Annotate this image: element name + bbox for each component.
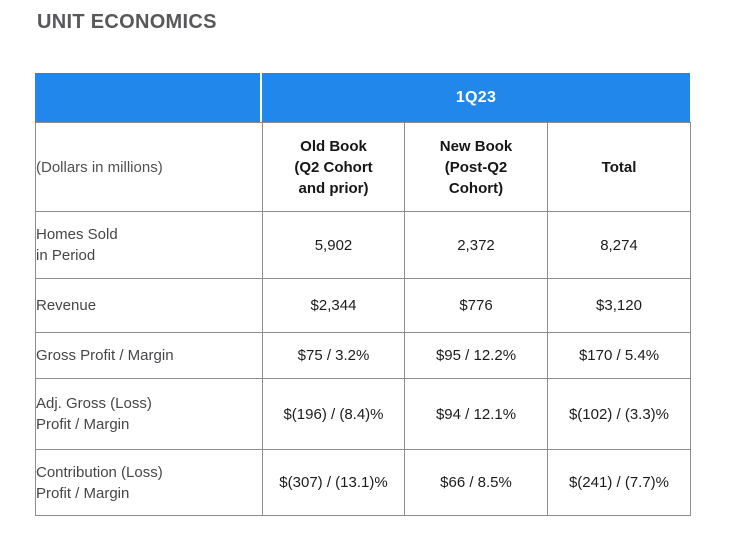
value-cell: $(241) / (7.7)% [547, 449, 691, 516]
spanner-empty-cell [35, 73, 260, 122]
data-grid: (Dollars in millions) Old Book (Q2 Cohor… [35, 122, 691, 516]
period-header-cell: 1Q23 [262, 73, 690, 122]
table-row: Homes Sold in Period 5,902 2,372 8,274 [35, 211, 691, 279]
table-row: Gross Profit / Margin $75 / 3.2% $95 / 1… [35, 332, 691, 379]
row-label: Gross Profit / Margin [35, 332, 263, 379]
unit-economics-table: 1Q23 (Dollars in millions) Old Book (Q2 … [35, 73, 691, 516]
value-cell: $2,344 [262, 278, 405, 333]
column-header-total: Total [547, 122, 691, 212]
value-cell: 5,902 [262, 211, 405, 279]
value-cell: 8,274 [547, 211, 691, 279]
table-row: Contribution (Loss) Profit / Margin $(30… [35, 449, 691, 516]
value-cell: 2,372 [404, 211, 548, 279]
value-cell: $(102) / (3.3)% [547, 378, 691, 450]
table-row: Adj. Gross (Loss) Profit / Margin $(196)… [35, 378, 691, 450]
period-spanner-row: 1Q23 [35, 73, 690, 122]
value-cell: $3,120 [547, 278, 691, 333]
value-cell: $75 / 3.2% [262, 332, 405, 379]
value-cell: $94 / 12.1% [404, 378, 548, 450]
column-header-new-book: New Book (Post-Q2 Cohort) [404, 122, 548, 212]
column-header-row: (Dollars in millions) Old Book (Q2 Cohor… [35, 122, 691, 212]
row-label: Homes Sold in Period [35, 211, 263, 279]
value-cell: $66 / 8.5% [404, 449, 548, 516]
value-cell: $170 / 5.4% [547, 332, 691, 379]
value-cell: $776 [404, 278, 548, 333]
value-cell: $95 / 12.2% [404, 332, 548, 379]
row-label: Revenue [35, 278, 263, 333]
column-header-old-book: Old Book (Q2 Cohort and prior) [262, 122, 405, 212]
row-label: Contribution (Loss) Profit / Margin [35, 449, 263, 516]
value-cell: $(307) / (13.1)% [262, 449, 405, 516]
spanner-divider [260, 73, 262, 122]
value-cell: $(196) / (8.4)% [262, 378, 405, 450]
corner-label: (Dollars in millions) [35, 122, 263, 212]
row-label: Adj. Gross (Loss) Profit / Margin [35, 378, 263, 450]
page-title: UNIT ECONOMICS [37, 11, 217, 33]
table-row: Revenue $2,344 $776 $3,120 [35, 278, 691, 333]
